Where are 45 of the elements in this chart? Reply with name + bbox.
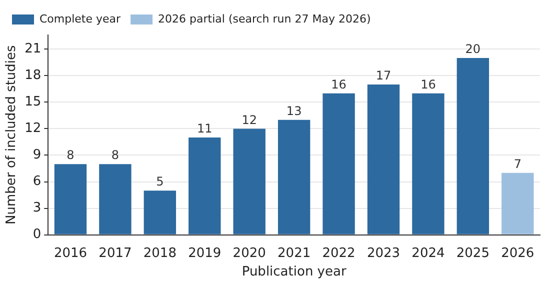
data-label: 17: [376, 68, 392, 83]
bar: [412, 93, 444, 234]
x-tick-label: 2019: [188, 246, 222, 261]
legend-label: 2026 partial (search run 27 May 2026): [158, 12, 371, 26]
y-axis-title: Number of included studies: [4, 45, 20, 225]
x-tick-label: 2016: [54, 246, 88, 261]
data-label: 5: [156, 174, 164, 189]
bar: [233, 128, 266, 234]
x-tick-label: 2023: [366, 246, 400, 261]
bar: [99, 164, 132, 234]
bar: [502, 172, 534, 234]
data-label: 16: [420, 77, 436, 92]
data-label: 8: [66, 148, 74, 162]
x-tick-label: 2026: [501, 246, 534, 261]
y-tick-label: 0: [32, 227, 42, 242]
x-tick-label: 2017: [98, 246, 132, 261]
bar: [144, 190, 176, 234]
x-tick-label: 2025: [456, 246, 490, 261]
y-tick-label: 3: [32, 200, 42, 216]
bar: [188, 138, 221, 234]
data-label: 11: [197, 122, 212, 136]
y-tick-label: 6: [32, 174, 42, 190]
x-tick-label: 2020: [232, 246, 266, 261]
y-tick-label: 15: [24, 94, 42, 110]
bar: [456, 58, 490, 234]
y-tick-label: 9: [32, 148, 42, 163]
x-axis-title: Publication year: [242, 264, 347, 280]
y-tick-label: 18: [24, 68, 42, 84]
data-label: 12: [242, 112, 257, 127]
data-label: 16: [331, 77, 346, 92]
bar: [278, 120, 310, 234]
bar: [322, 93, 355, 234]
x-tick-label: 2018: [143, 246, 176, 261]
bar: [367, 84, 400, 234]
x-tick-label: 2022: [322, 246, 356, 261]
x-tick-label: 2024: [412, 246, 445, 261]
x-tick-label: 2021: [278, 246, 311, 261]
legend-label: Complete year: [40, 12, 122, 26]
data-label: 7: [514, 157, 522, 172]
y-tick-label: 12: [24, 121, 42, 136]
bar: [54, 164, 87, 234]
data-label: 20: [465, 42, 481, 56]
data-label: 13: [286, 104, 302, 118]
data-label: 8: [111, 148, 120, 162]
y-tick-label: 21: [24, 42, 42, 57]
